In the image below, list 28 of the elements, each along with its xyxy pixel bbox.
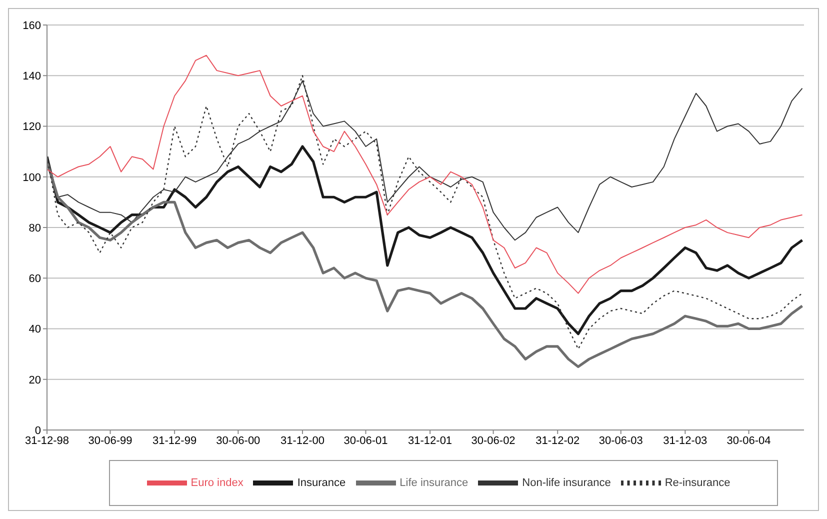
x-tick-label: 31-12-01 <box>408 434 452 447</box>
y-tick-label: 100 <box>22 172 41 184</box>
x-tick-label: 31-12-03 <box>663 434 708 447</box>
y-tick-label: 120 <box>22 121 41 134</box>
x-tick-label: 30-06-04 <box>726 434 771 447</box>
y-tick-label: 40 <box>28 324 41 336</box>
legend-label: Non-life insurance <box>522 476 611 489</box>
x-tick-label: 31-12-98 <box>24 434 70 447</box>
legend-label: Euro index <box>190 476 244 489</box>
x-tick-label: 31-12-00 <box>280 434 324 447</box>
y-tick-label: 160 <box>22 20 41 32</box>
x-tick-label: 30-06-99 <box>88 434 132 447</box>
y-tick-label: 0 <box>34 424 41 437</box>
y-tick-label: 60 <box>28 273 41 286</box>
x-tick-label: 30-06-03 <box>598 434 643 447</box>
x-tick-label: 30-06-02 <box>471 434 516 447</box>
legend-label: Re-insurance <box>664 476 730 489</box>
x-tick-label: 30-06-00 <box>216 434 260 447</box>
legend-label: Life insurance <box>400 476 468 489</box>
line-series <box>47 145 804 336</box>
y-tick-label: 20 <box>28 374 41 386</box>
x-tick-label: 31-12-99 <box>152 434 197 447</box>
x-tick-label: 31-12-02 <box>536 434 580 447</box>
y-tick-label: 140 <box>22 70 41 83</box>
y-tick-label: 80 <box>28 222 41 234</box>
x-tick-label: 30-06-01 <box>344 434 388 447</box>
legend-label: Insurance <box>297 476 346 489</box>
line-series <box>47 54 803 294</box>
